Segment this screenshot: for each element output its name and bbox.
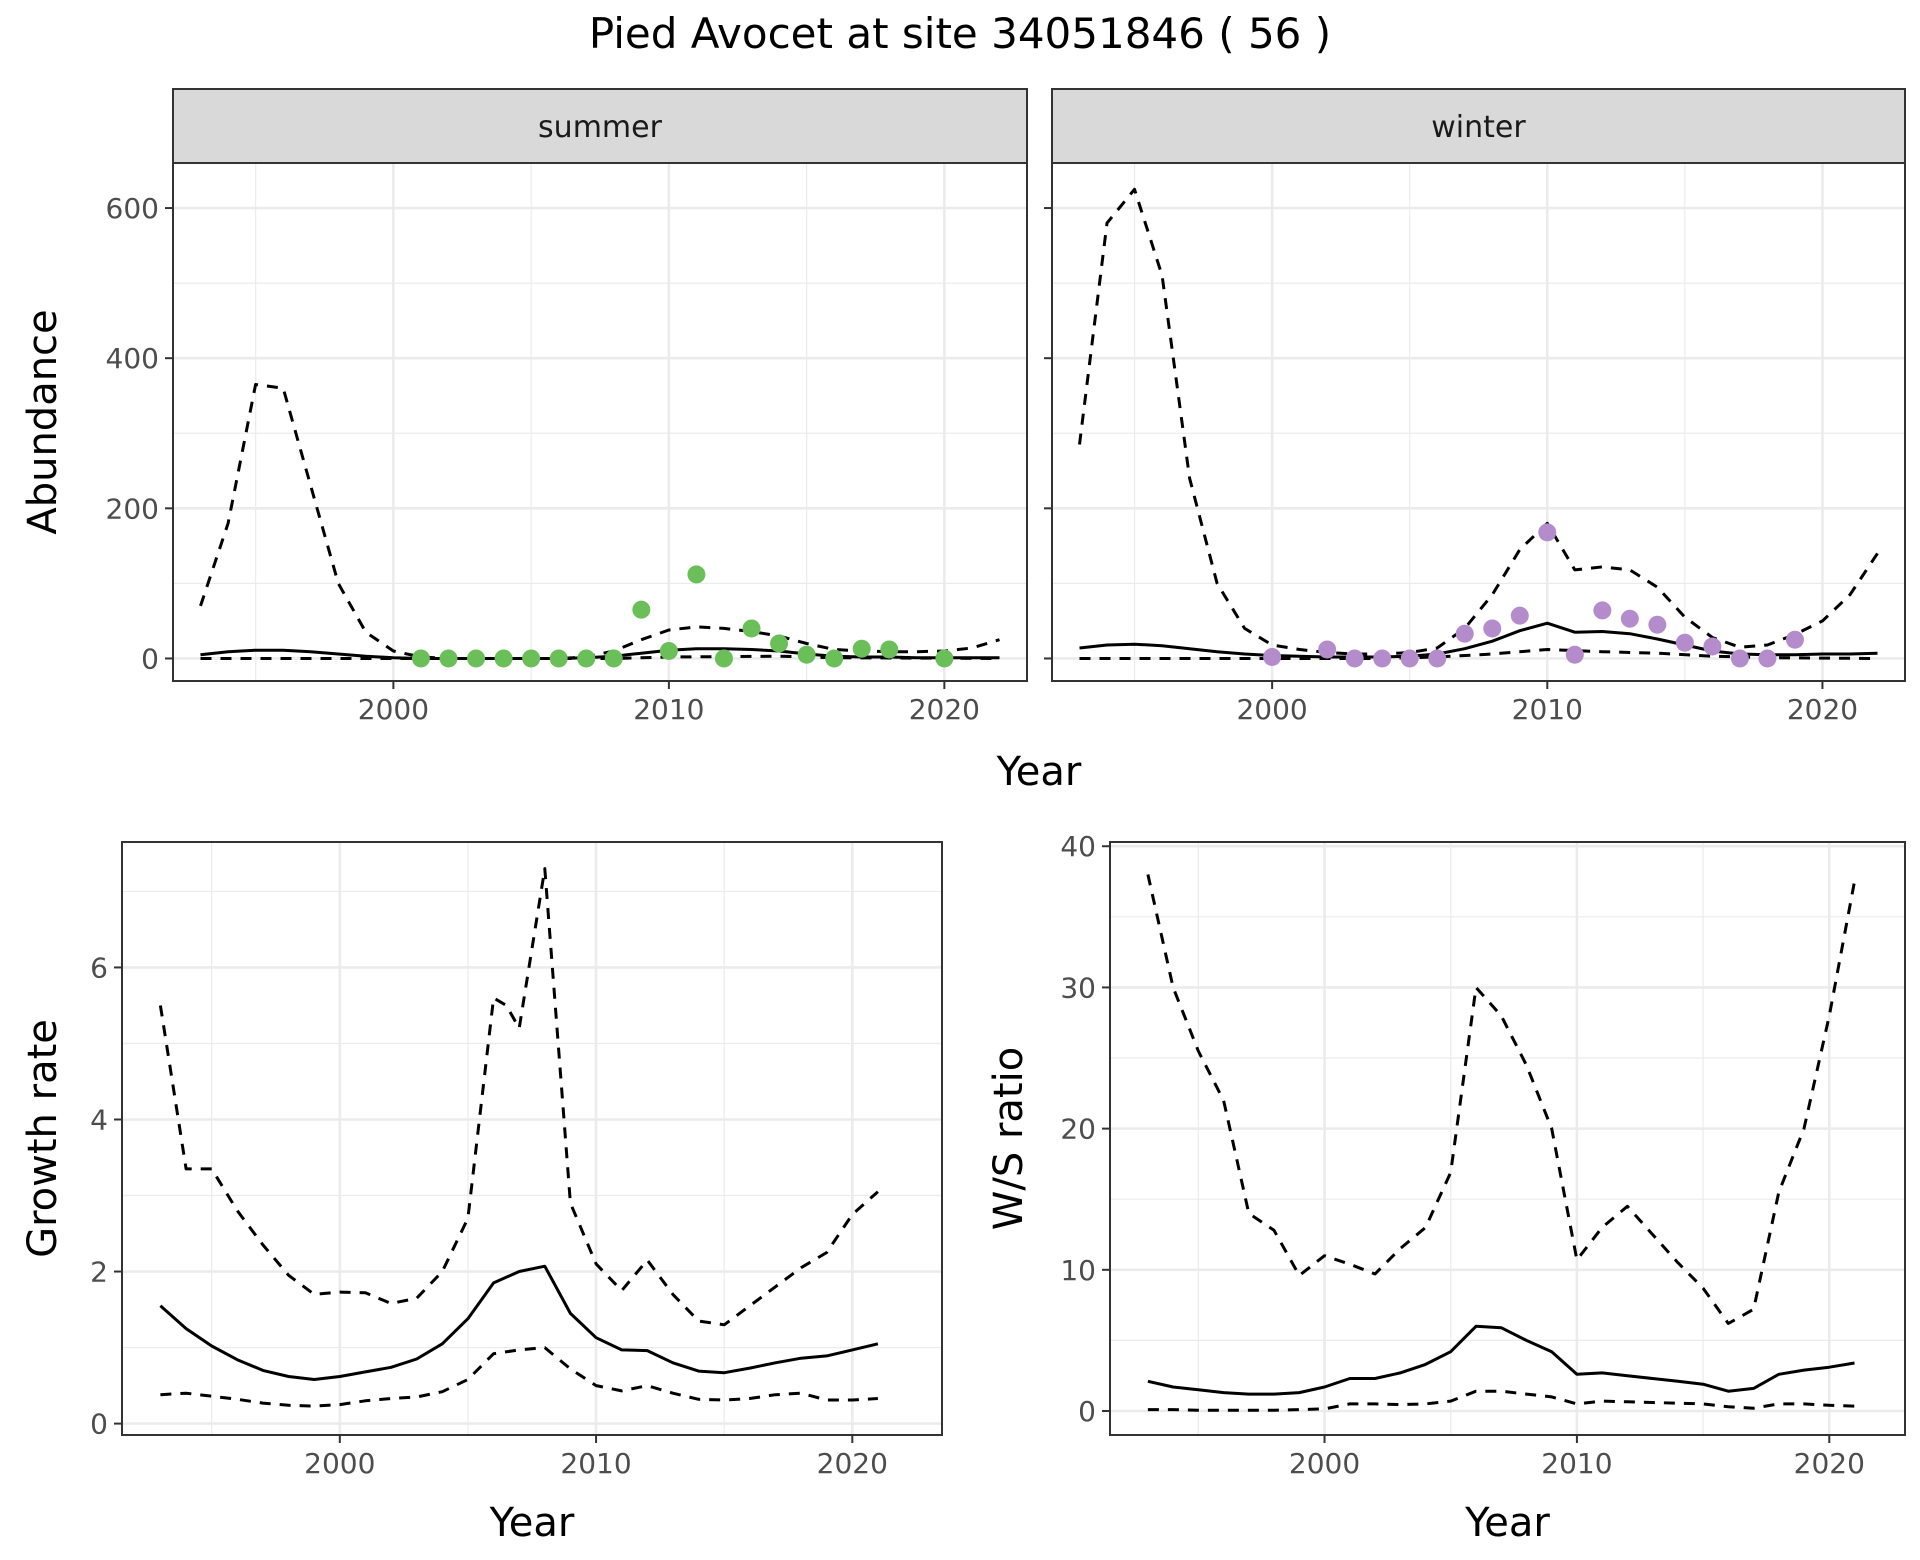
ws-ratio-y-tick-label: 40 [1060,830,1096,863]
summer-data-point [632,600,651,619]
growth-y-tick-label: 2 [90,1256,108,1289]
winter-data-point [1483,619,1502,638]
summer-data-point [411,649,430,668]
winter-data-point [1373,649,1392,668]
growth-panel: 2000 2010 2020 0 2 4 6 [90,841,943,1480]
ws-ratio-panel-border [1109,841,1906,1436]
ws-ratio-y-tick-label: 30 [1060,971,1096,1004]
ws-ratio-y-tick-label: 10 [1060,1254,1096,1287]
summer-data-point [467,649,486,668]
ws-ratio-panel: 2000 2010 2020 0 10 20 30 40 [1060,830,1906,1480]
summer-data-point [770,634,789,653]
winter-data-point [1620,609,1639,628]
summer-data-point [494,649,513,668]
winter-data-point [1263,647,1282,666]
abundance-x-axis-title: Year [996,749,1082,795]
ws-ratio-x-tick-label: 2000 [1289,1447,1360,1480]
winter-data-point [1318,640,1337,659]
figure-title: Pied Avocet at site 34051846 ( 56 ) [589,9,1331,58]
summer-data-point [549,649,568,668]
winter-data-point [1593,601,1612,620]
summer-data-point [687,565,706,584]
growth-interval-line [158,867,879,1327]
summer-data-point [604,649,623,668]
winter-interval-line [1078,187,1879,656]
growth-panel-border [121,841,943,1436]
winter-x-tick-label: 2000 [1236,693,1307,726]
ws-ratio-x-axis-title: Year [1464,1500,1550,1546]
summer-x-tick-label: 2010 [633,693,704,726]
summer-y-tick-label: 400 [106,342,159,375]
winter-data-point [1400,649,1419,668]
winter-strip-label: winter [1431,110,1526,145]
winter-data-point [1538,523,1557,542]
ws-ratio-plot-area [1110,842,1905,1435]
winter-data-point [1455,624,1474,643]
winter-data-point [1648,615,1667,634]
winter-x-tick-label: 2010 [1512,693,1583,726]
summer-x-tick-label: 2020 [909,693,980,726]
summer-y-tick-label: 200 [106,492,159,525]
summer-strip [172,88,1028,164]
ws-ratio-y-axis-title: W/S ratio [986,1047,1032,1230]
summer-strip-label: summer [538,110,663,145]
growth-y-tick-label: 6 [90,951,108,984]
ws-ratio-trend-line [1147,1324,1855,1396]
ws-ratio-x-tick-label: 2010 [1541,1447,1612,1480]
summer-data-point [714,649,733,668]
winter-data-point [1565,645,1584,664]
winter-data-point [1730,649,1749,668]
summer-data-point [659,641,678,660]
growth-x-tick-label: 2000 [304,1447,375,1480]
summer-plot-area [173,163,1027,681]
summer-x-tick-label: 2000 [358,693,429,726]
summer-data-point [522,649,541,668]
summer-data-point [935,649,954,668]
growth-plot-area [122,842,942,1435]
winter-data-point [1428,649,1447,668]
ws-ratio-y-tick-label: 0 [1078,1395,1096,1428]
summer-data-point [577,649,596,668]
winter-data-point [1703,637,1722,656]
growth-y-tick-label: 0 [90,1408,108,1441]
growth-y-tick-label: 4 [90,1103,108,1136]
winter-panel: 2000 2010 2020 winter [1044,88,1906,726]
growth-interval-line [160,1346,878,1408]
summer-y-tick-label: 600 [106,192,159,225]
winter-data-point [1510,606,1529,625]
summer-data-point [852,639,871,658]
summer-data-point [880,640,899,659]
winter-strip [1051,88,1906,164]
growth-x-axis-title: Year [489,1500,575,1546]
ws-ratio-y-tick-label: 20 [1060,1113,1096,1146]
summer-data-point [742,619,761,638]
growth-x-tick-label: 2020 [817,1447,888,1480]
winter-x-tick-label: 2020 [1787,693,1858,726]
winter-data-point [1785,630,1804,649]
growth-y-axis-title: Growth rate [20,1019,66,1258]
winter-data-point [1675,633,1694,652]
summer-data-point [825,649,844,668]
winter-plot-area [1052,163,1905,681]
growth-x-tick-label: 2010 [560,1447,631,1480]
ws-ratio-x-tick-label: 2020 [1794,1447,1865,1480]
winter-data-point [1758,649,1777,668]
growth-trend-line [159,1264,879,1381]
summer-data-point [797,645,816,664]
winter-data-point [1345,649,1364,668]
summer-data-point [439,649,458,668]
abundance-y-axis-title: Abundance [20,309,66,534]
summer-y-tick-label: 0 [141,642,159,675]
summer-panel: 2000 2010 2020 0 200 400 600 summer [106,88,1028,726]
